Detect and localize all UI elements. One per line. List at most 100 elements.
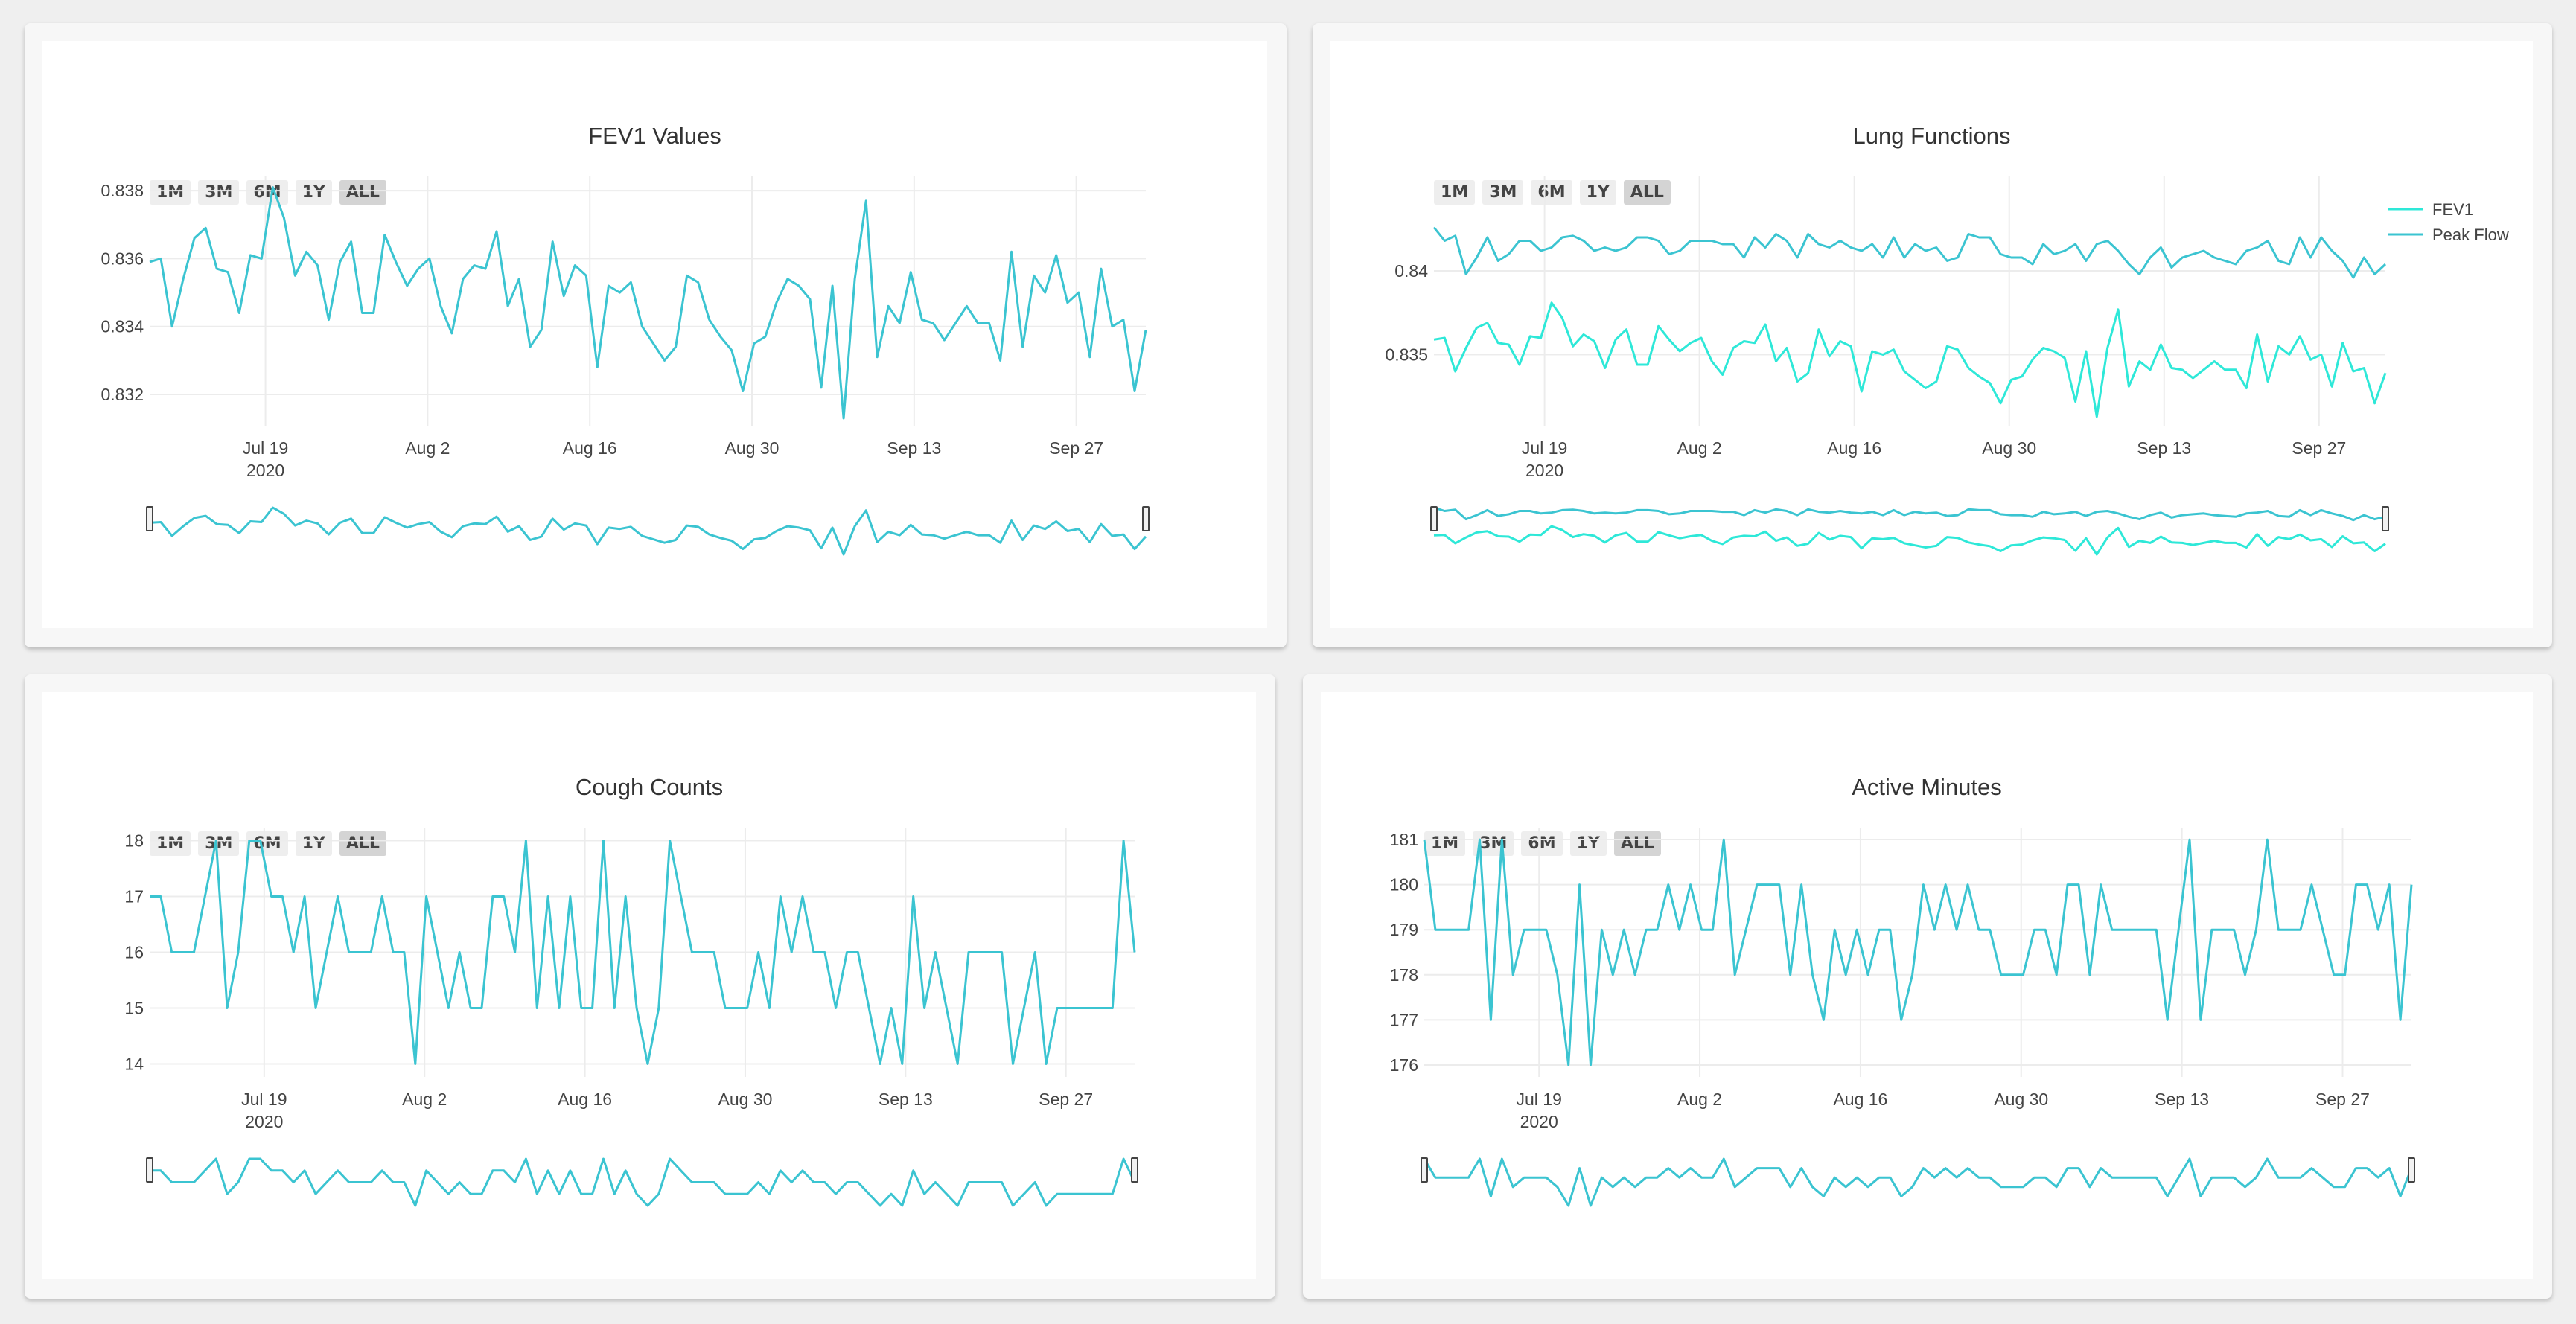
y-tick-label: 177 (1390, 1010, 1418, 1029)
chart-card-cough-counts: Cough Counts 1M 3M 6M 1Y ALL 14 15 16 17 18 J… (25, 674, 1275, 1299)
x-tick-label: Jul 19 (1516, 1090, 1561, 1109)
x-tick-label: Aug 30 (725, 438, 780, 458)
chart-title: FEV1 Values (588, 123, 721, 149)
range-button-3m[interactable]: 3M (198, 831, 240, 856)
range-selector: 1M 3M 6M 1Y ALL (150, 831, 386, 856)
x-tick-label: Jul 19 (241, 1090, 287, 1109)
line-chart: 0.835 0.84 Jul 19 2020 Aug 2 Aug 16 Aug 30 Sep … (1385, 176, 2509, 556)
plot-area: Active Minutes 1M 3M 6M 1Y ALL 176 177 178… (1321, 692, 2533, 1279)
x-tick-label: Aug 16 (1833, 1090, 1887, 1109)
x-tick-label: Aug 16 (1827, 438, 1881, 458)
x-tick-label: Sep 13 (879, 1090, 933, 1109)
y-tick-label: 14 (124, 1055, 144, 1074)
series-line-1 (1432, 226, 2387, 279)
series-line-0 (149, 186, 1147, 420)
chart-card-fev1: FEV1 Values 1M 3M 6M 1Y ALL 0.832 0.834 0.… (25, 23, 1287, 647)
range-button-6m[interactable]: 6M (246, 831, 288, 856)
rangeslider-handle-right[interactable] (1131, 1157, 1138, 1183)
y-tick-label: 0.832 (101, 385, 144, 404)
x-year-label: 2020 (1525, 461, 1563, 480)
rangeslider-handle-left[interactable] (1430, 506, 1438, 531)
x-tick-label: Aug 30 (1994, 1090, 2048, 1109)
range-button-1y[interactable]: 1Y (295, 831, 332, 856)
rangeslider-line-0 (1423, 1157, 2413, 1207)
y-tick-label: 0.838 (101, 181, 144, 200)
x-tick-label: Jul 19 (1522, 438, 1567, 458)
x-tick-label: Sep 13 (2137, 438, 2191, 458)
range-button-all[interactable]: ALL (1623, 180, 1671, 205)
range-selector: 1M 3M 6M 1Y ALL (150, 180, 386, 205)
rangeslider-handle-right[interactable] (2408, 1157, 2415, 1183)
line-chart: 0.832 0.834 0.836 0.838 Jul 19 2020 Aug 2 Aug 1… (101, 176, 1150, 556)
x-tick-label: Aug 16 (563, 438, 617, 458)
range-button-1m[interactable]: 1M (150, 180, 191, 205)
series-line-0 (1423, 838, 2413, 1066)
chart-title: Active Minutes (1852, 774, 2002, 800)
y-tick-label: 17 (124, 887, 144, 906)
y-tick-label: 179 (1390, 920, 1418, 939)
y-tick-label: 178 (1390, 965, 1418, 985)
plot-area: FEV1 Values 1M 3M 6M 1Y ALL 0.832 0.834 0.… (42, 41, 1267, 628)
x-tick-label: Jul 19 (243, 438, 288, 458)
range-button-6m[interactable]: 6M (246, 180, 288, 205)
rangeslider-handle-left[interactable] (146, 506, 153, 531)
x-tick-label: Aug 2 (405, 438, 450, 458)
x-tick-label: Sep 13 (887, 438, 941, 458)
y-tick-label: 0.84 (1394, 261, 1428, 281)
rangeslider-line-0 (150, 1157, 1136, 1207)
x-year-label: 2020 (245, 1112, 283, 1131)
range-button-3m[interactable]: 3M (198, 180, 240, 205)
x-tick-label: Sep 27 (1049, 438, 1103, 458)
rangeslider-handle-right[interactable] (1142, 506, 1150, 531)
rangeslider-line-0 (1433, 525, 2386, 556)
y-tick-label: 0.836 (101, 249, 144, 268)
range-button-3m[interactable]: 3M (1482, 180, 1524, 205)
series-line-0 (1433, 301, 2387, 418)
range-button-1y[interactable]: 1Y (295, 180, 332, 205)
plot-area: Cough Counts 1M 3M 6M 1Y ALL 14 15 16 17 18 J… (42, 692, 1256, 1279)
range-button-1m[interactable]: 1M (1424, 831, 1466, 856)
x-tick-label: Sep 27 (2315, 1090, 2370, 1109)
y-tick-label: 176 (1390, 1055, 1418, 1075)
x-tick-label: Sep 13 (2155, 1090, 2209, 1109)
range-button-6m[interactable]: 6M (1521, 831, 1563, 856)
range-button-all[interactable]: ALL (339, 831, 386, 856)
y-tick-label: 15 (124, 999, 144, 1018)
x-year-label: 2020 (246, 461, 284, 480)
range-button-1m[interactable]: 1M (150, 831, 191, 856)
legend-label: Peak Flow (2432, 226, 2509, 244)
y-tick-label: 0.834 (101, 317, 144, 336)
y-tick-label: 181 (1390, 830, 1418, 849)
plot-area: Lung Functions 1M 3M 6M 1Y ALL 0.835 0.84… (1330, 41, 2533, 628)
range-selector: 1M 3M 6M 1Y ALL (1434, 180, 1671, 205)
range-button-1y[interactable]: 1Y (1569, 831, 1607, 856)
range-button-all[interactable]: ALL (339, 180, 386, 205)
range-button-all[interactable]: ALL (1613, 831, 1661, 856)
chart-card-active-minutes: Active Minutes 1M 3M 6M 1Y ALL 176 177 178… (1303, 674, 2552, 1299)
x-tick-label: Sep 27 (2292, 438, 2346, 458)
range-button-1m[interactable]: 1M (1434, 180, 1476, 205)
rangeslider-line-1 (1433, 506, 2386, 522)
line-chart: 14 15 16 17 18 Jul 19 2020 Aug 2 Aug 16 Aug 30 Sep… (124, 828, 1138, 1207)
x-tick-label: Aug 2 (1677, 438, 1722, 458)
rangeslider-handle-left[interactable] (1421, 1157, 1428, 1183)
rangeslider-handle-right[interactable] (2382, 506, 2389, 531)
x-tick-label: Aug 2 (402, 1090, 447, 1109)
range-button-1y[interactable]: 1Y (1579, 180, 1616, 205)
range-button-6m[interactable]: 6M (1531, 180, 1572, 205)
y-tick-label: 180 (1390, 875, 1418, 895)
x-tick-label: Aug 16 (558, 1090, 612, 1109)
x-tick-label: Aug 2 (1677, 1090, 1722, 1109)
x-year-label: 2020 (1520, 1112, 1558, 1131)
chart-title: Cough Counts (575, 774, 724, 800)
legend-label: FEV1 (2432, 200, 2473, 219)
rangeslider-handle-left[interactable] (146, 1157, 153, 1183)
y-tick-label: 0.835 (1385, 345, 1428, 365)
x-tick-label: Sep 27 (1039, 1090, 1093, 1109)
line-chart: 176 177 178 179 180 181 Jul 19 2020 Aug 2 Aug 16 A… (1390, 828, 2415, 1207)
y-tick-label: 18 (124, 831, 144, 851)
rangeslider-line-0 (149, 506, 1147, 556)
chart-title: Lung Functions (1852, 123, 2011, 149)
chart-card-lung-functions: Lung Functions 1M 3M 6M 1Y ALL 0.835 0.84… (1313, 23, 2552, 647)
x-tick-label: Aug 30 (718, 1090, 773, 1109)
